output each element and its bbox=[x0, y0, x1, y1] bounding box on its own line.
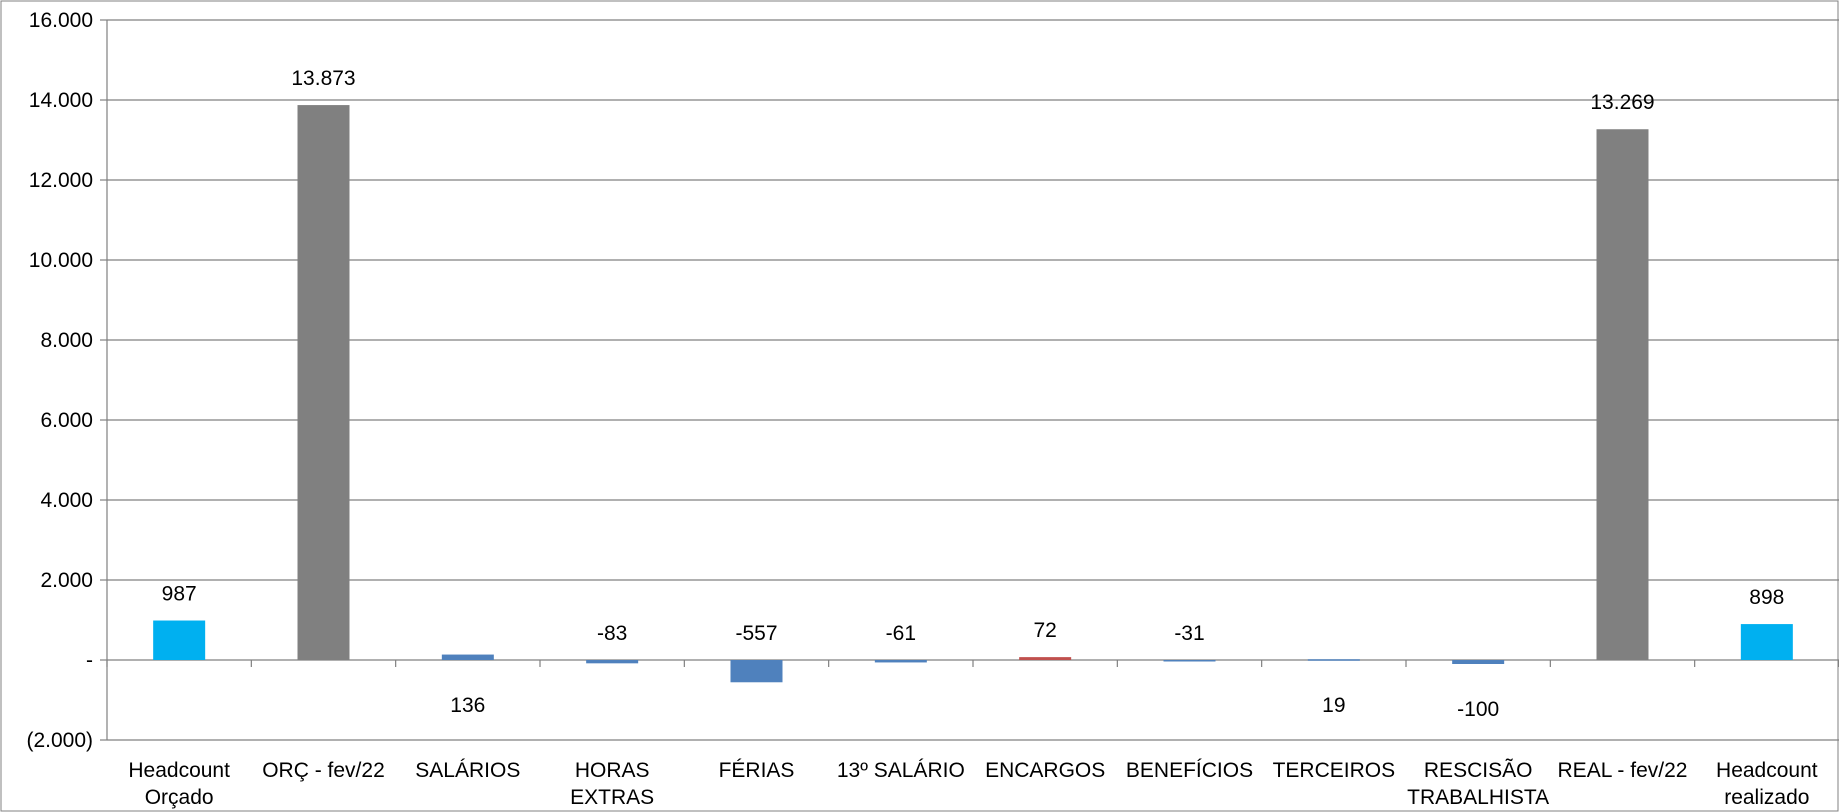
bar-11 bbox=[1740, 624, 1793, 660]
y-axis-tick-labels: 16.000 14.000 12.000 10.000 8.000 6.000 4.000 2… bbox=[26, 9, 93, 752]
bar-4 bbox=[730, 660, 783, 683]
data-label-0: 987 bbox=[162, 583, 197, 606]
y-tick-label: 16.000 bbox=[29, 9, 93, 32]
y-tick-label: 10.000 bbox=[29, 249, 93, 272]
data-label-8: 19 bbox=[1322, 694, 1345, 717]
bar-3 bbox=[586, 660, 639, 664]
category-label-11-line-1: realizado bbox=[1724, 786, 1809, 809]
data-label-3: -83 bbox=[597, 622, 627, 645]
bar-6 bbox=[1019, 657, 1072, 660]
y-tick-label: 4.000 bbox=[40, 489, 93, 512]
data-label-11: 898 bbox=[1749, 586, 1784, 609]
y-tick-label: (2.000) bbox=[26, 729, 93, 752]
y-tick-label: 12.000 bbox=[29, 169, 93, 192]
category-label-0-line-1: Orçado bbox=[145, 786, 214, 809]
bar-8 bbox=[1307, 659, 1360, 661]
y-tick-label: 14.000 bbox=[29, 89, 93, 112]
bar-10 bbox=[1596, 129, 1649, 661]
data-label-1: 13.873 bbox=[291, 67, 355, 90]
y-tick-label: - bbox=[86, 649, 93, 672]
data-label-4: -557 bbox=[735, 622, 777, 645]
y-tick-label: 6.000 bbox=[40, 409, 93, 432]
category-label-11-line-0: Headcount bbox=[1716, 759, 1818, 782]
axes bbox=[100, 19, 1839, 741]
category-labels: Headcount Orçado ORÇ - fev/22 SALÁRIOS HORAS… bbox=[128, 758, 1817, 809]
category-label-6-line-0: ENCARGOS bbox=[985, 759, 1105, 782]
category-label-8-line-0: TERCEIROS bbox=[1273, 759, 1396, 782]
category-label-2-line-0: SALÁRIOS bbox=[415, 759, 520, 782]
data-label-6: 72 bbox=[1033, 619, 1056, 642]
gridlines bbox=[107, 19, 1839, 741]
category-label-7-line-0: BENEFÍCIOS bbox=[1126, 759, 1253, 782]
bar-9 bbox=[1452, 660, 1505, 664]
category-label-0-line-0: Headcount bbox=[128, 759, 230, 782]
bar-1 bbox=[297, 105, 350, 660]
category-label-9-line-1: TRABALHISTA bbox=[1407, 786, 1549, 809]
bars bbox=[153, 105, 1793, 683]
y-tick-label: 2.000 bbox=[40, 569, 93, 592]
category-label-5-line-0: 13º SALÁRIO bbox=[837, 759, 965, 782]
y-tick-label: 8.000 bbox=[40, 329, 93, 352]
data-labels: 987 13.873 136 -83 -557 -61 72 -31 19 -100 13.269 8… bbox=[162, 67, 1785, 721]
category-label-10-line-0: REAL - fev/22 bbox=[1558, 759, 1688, 782]
data-label-9: -100 bbox=[1457, 698, 1499, 721]
data-label-2: 136 bbox=[450, 694, 485, 717]
category-label-1-line-0: ORÇ - fev/22 bbox=[262, 759, 385, 782]
bar-5 bbox=[874, 660, 927, 663]
category-label-9-line-0: RESCISÃO bbox=[1424, 758, 1533, 782]
category-label-3-line-1: EXTRAS bbox=[570, 786, 654, 809]
category-label-3-line-0: HORAS bbox=[575, 759, 650, 782]
bar-0 bbox=[153, 620, 206, 660]
data-label-5: -61 bbox=[886, 622, 916, 645]
bar-2 bbox=[441, 654, 494, 660]
bar-7 bbox=[1163, 660, 1216, 662]
category-label-4-line-0: FÉRIAS bbox=[719, 759, 795, 782]
data-label-10: 13.269 bbox=[1590, 91, 1654, 114]
data-label-7: -31 bbox=[1174, 622, 1204, 645]
